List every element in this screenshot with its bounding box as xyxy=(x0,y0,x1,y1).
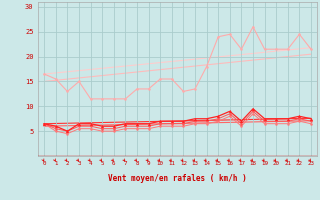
X-axis label: Vent moyen/en rafales ( km/h ): Vent moyen/en rafales ( km/h ) xyxy=(108,174,247,183)
